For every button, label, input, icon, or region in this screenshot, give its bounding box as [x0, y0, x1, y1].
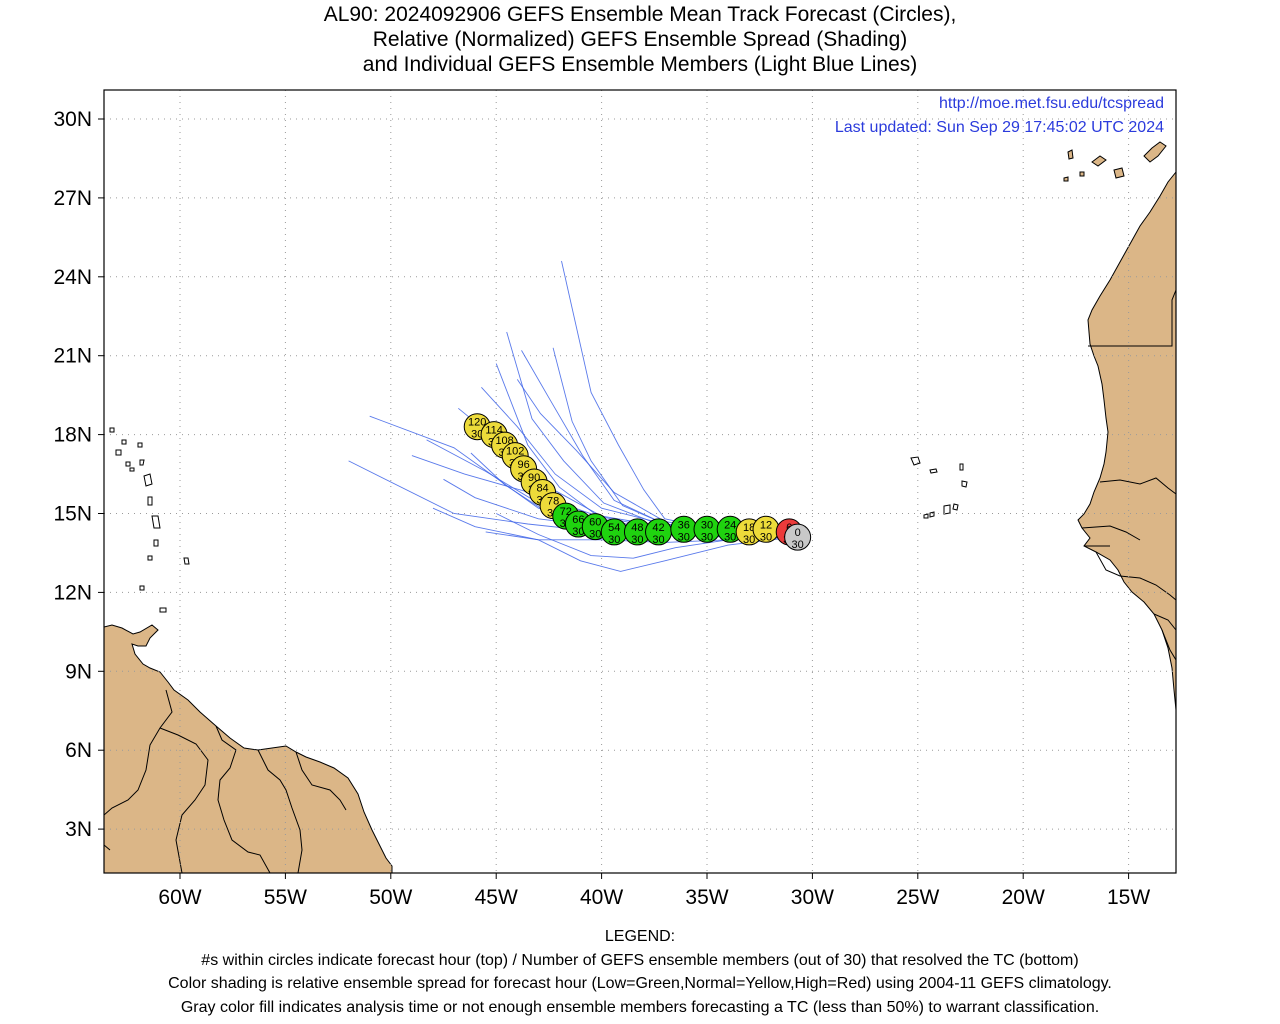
legend-line-2: Color shading is relative ensemble sprea…	[168, 975, 1112, 992]
member-count-label: 30	[631, 534, 643, 546]
member-count-label: 30	[471, 429, 483, 441]
lon-tick-label: 60W	[158, 886, 201, 909]
member-count-label: 30	[572, 526, 584, 538]
forecast-circle-fill	[784, 523, 812, 551]
cape-verde-islands	[910, 456, 968, 519]
member-count-label: 30	[760, 531, 772, 543]
legend-line-3: Gray color fill indicates analysis time …	[180, 998, 1100, 1016]
forecast-hour-label: 54	[608, 522, 620, 534]
forecast-hour-label: 102	[506, 446, 524, 458]
lon-tick-label: 25W	[896, 886, 939, 909]
canary-islands	[1063, 141, 1167, 182]
lon-tick-label: 35W	[685, 886, 728, 909]
africa-land	[1077, 171, 1176, 711]
forecast-hour-label: 120	[468, 417, 486, 429]
forecast-hour-label: 18	[743, 522, 755, 534]
lat-tick-label: 27N	[53, 187, 92, 210]
forecast-hour-label: 96	[517, 459, 529, 471]
source-url[interactable]: http://moe.met.fsu.edu/tcspread	[939, 95, 1164, 112]
forecast-hour-label: 30	[701, 519, 713, 531]
forecast-circle: 030	[784, 523, 812, 551]
lat-tick-label: 15N	[53, 503, 92, 526]
lat-tick-label: 3N	[65, 818, 92, 841]
lon-tick-label: 50W	[369, 886, 412, 909]
map-title: AL90: 2024092906 GEFS Ensemble Mean Trac…	[0, 2, 1280, 77]
member-count-label: 30	[701, 531, 713, 543]
lon-tick-label: 30W	[791, 886, 834, 909]
mean-track-circles: 1203011430108301023096309030843078307230…	[463, 413, 812, 551]
forecast-hour-label: 24	[724, 519, 736, 531]
member-count-label: 30	[652, 534, 664, 546]
member-count-label: 30	[792, 539, 804, 551]
ensemble-member-track	[458, 407, 794, 538]
ensemble-member-track	[495, 363, 794, 538]
lat-tick-label: 18N	[53, 424, 92, 447]
last-updated: Last updated: Sun Sep 29 17:45:02 UTC 20…	[835, 119, 1164, 136]
member-count-label: 30	[743, 534, 755, 546]
member-count-label: 30	[608, 534, 620, 546]
forecast-hour-label: 48	[631, 522, 643, 534]
forecast-hour-label: 60	[589, 517, 601, 529]
title-line-1: AL90: 2024092906 GEFS Ensemble Mean Trac…	[323, 3, 957, 26]
lat-tick-label: 9N	[65, 660, 92, 683]
title-line-3: and Individual GEFS Ensemble Members (Li…	[362, 53, 918, 76]
ensemble-member-track	[485, 531, 794, 572]
forecast-hour-label: 42	[652, 522, 664, 534]
title-line-2: Relative (Normalized) GEFS Ensemble Spre…	[372, 28, 908, 51]
plot-frame	[103, 89, 1177, 874]
lon-tick-label: 20W	[1002, 886, 1045, 909]
south-america-borders	[104, 689, 347, 873]
lat-tick-label: 24N	[53, 266, 92, 289]
lat-tick-label: 6N	[65, 739, 92, 762]
lat-tick-label: 12N	[53, 581, 92, 604]
lat-tick-label: 21N	[53, 345, 92, 368]
legend-heading: LEGEND:	[604, 928, 676, 945]
legend-line-1: #s within circles indicate forecast hour…	[201, 951, 1079, 969]
lesser-antilles	[109, 427, 190, 613]
member-count-label: 30	[724, 531, 736, 543]
axes: 60W 55W 50W 45W 40W 35W 30W 25W 20W 15W 30N 27N 24N 2…	[53, 108, 1150, 909]
lat-tick-label: 30N	[53, 108, 92, 131]
legend: LEGEND: #s within circles indicate forec…	[0, 925, 1280, 1019]
africa-borders	[1081, 289, 1176, 661]
lon-tick-label: 40W	[580, 886, 623, 909]
lon-tick-label: 15W	[1107, 886, 1150, 909]
forecast-hour-label: 66	[572, 514, 584, 526]
forecast-hour-label: 12	[760, 519, 772, 531]
member-count-label: 30	[678, 531, 690, 543]
member-count-label: 30	[589, 529, 601, 541]
south-america-land	[104, 624, 393, 873]
land-layer	[104, 141, 1176, 873]
forecast-hour-label: 78	[547, 496, 559, 508]
lon-tick-label: 55W	[264, 886, 307, 909]
forecast-hour-label: 84	[536, 482, 548, 494]
lon-tick-label: 45W	[475, 886, 518, 909]
forecast-hour-label: 0	[795, 527, 801, 539]
forecast-hour-label: 36	[678, 519, 690, 531]
